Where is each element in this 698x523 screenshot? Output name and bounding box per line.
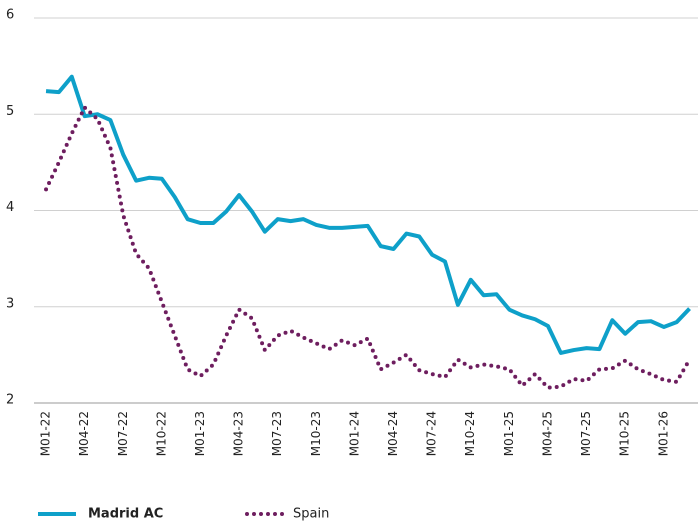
y-tick-label: 5 xyxy=(6,104,14,119)
x-tick-label: M07-23 xyxy=(270,411,284,456)
x-tick-label: M10-22 xyxy=(154,411,168,456)
line-series xyxy=(44,105,692,390)
legend-label: Spain xyxy=(293,507,329,522)
x-tick-label: M07-24 xyxy=(425,411,439,456)
y-tick-label: 4 xyxy=(6,200,14,215)
legend-label: Madrid AC xyxy=(88,507,163,522)
x-tick-label: M01-22 xyxy=(39,411,53,456)
y-tick-label: 3 xyxy=(6,296,14,311)
y-tick-label: 2 xyxy=(6,393,14,408)
x-tick-label: M10-24 xyxy=(463,411,477,456)
x-tick-label: M04-22 xyxy=(77,411,91,456)
x-tick-label: M01-25 xyxy=(502,411,516,456)
x-tick-label: M10-23 xyxy=(309,411,323,456)
x-tick-label: M01-23 xyxy=(193,411,207,456)
line-series xyxy=(45,74,691,355)
x-tick-label: M10-25 xyxy=(618,411,632,456)
x-tick-label: M04-23 xyxy=(232,411,246,456)
y-tick-label: 6 xyxy=(6,8,14,23)
x-tick-label: M07-25 xyxy=(579,411,593,456)
x-tick-label: M04-24 xyxy=(386,411,400,456)
x-tick-label: M07-22 xyxy=(116,411,130,456)
x-tick-label: M01-24 xyxy=(347,411,361,456)
x-tick-label: M01-26 xyxy=(656,411,670,456)
x-tick-label: M04-25 xyxy=(540,411,554,456)
